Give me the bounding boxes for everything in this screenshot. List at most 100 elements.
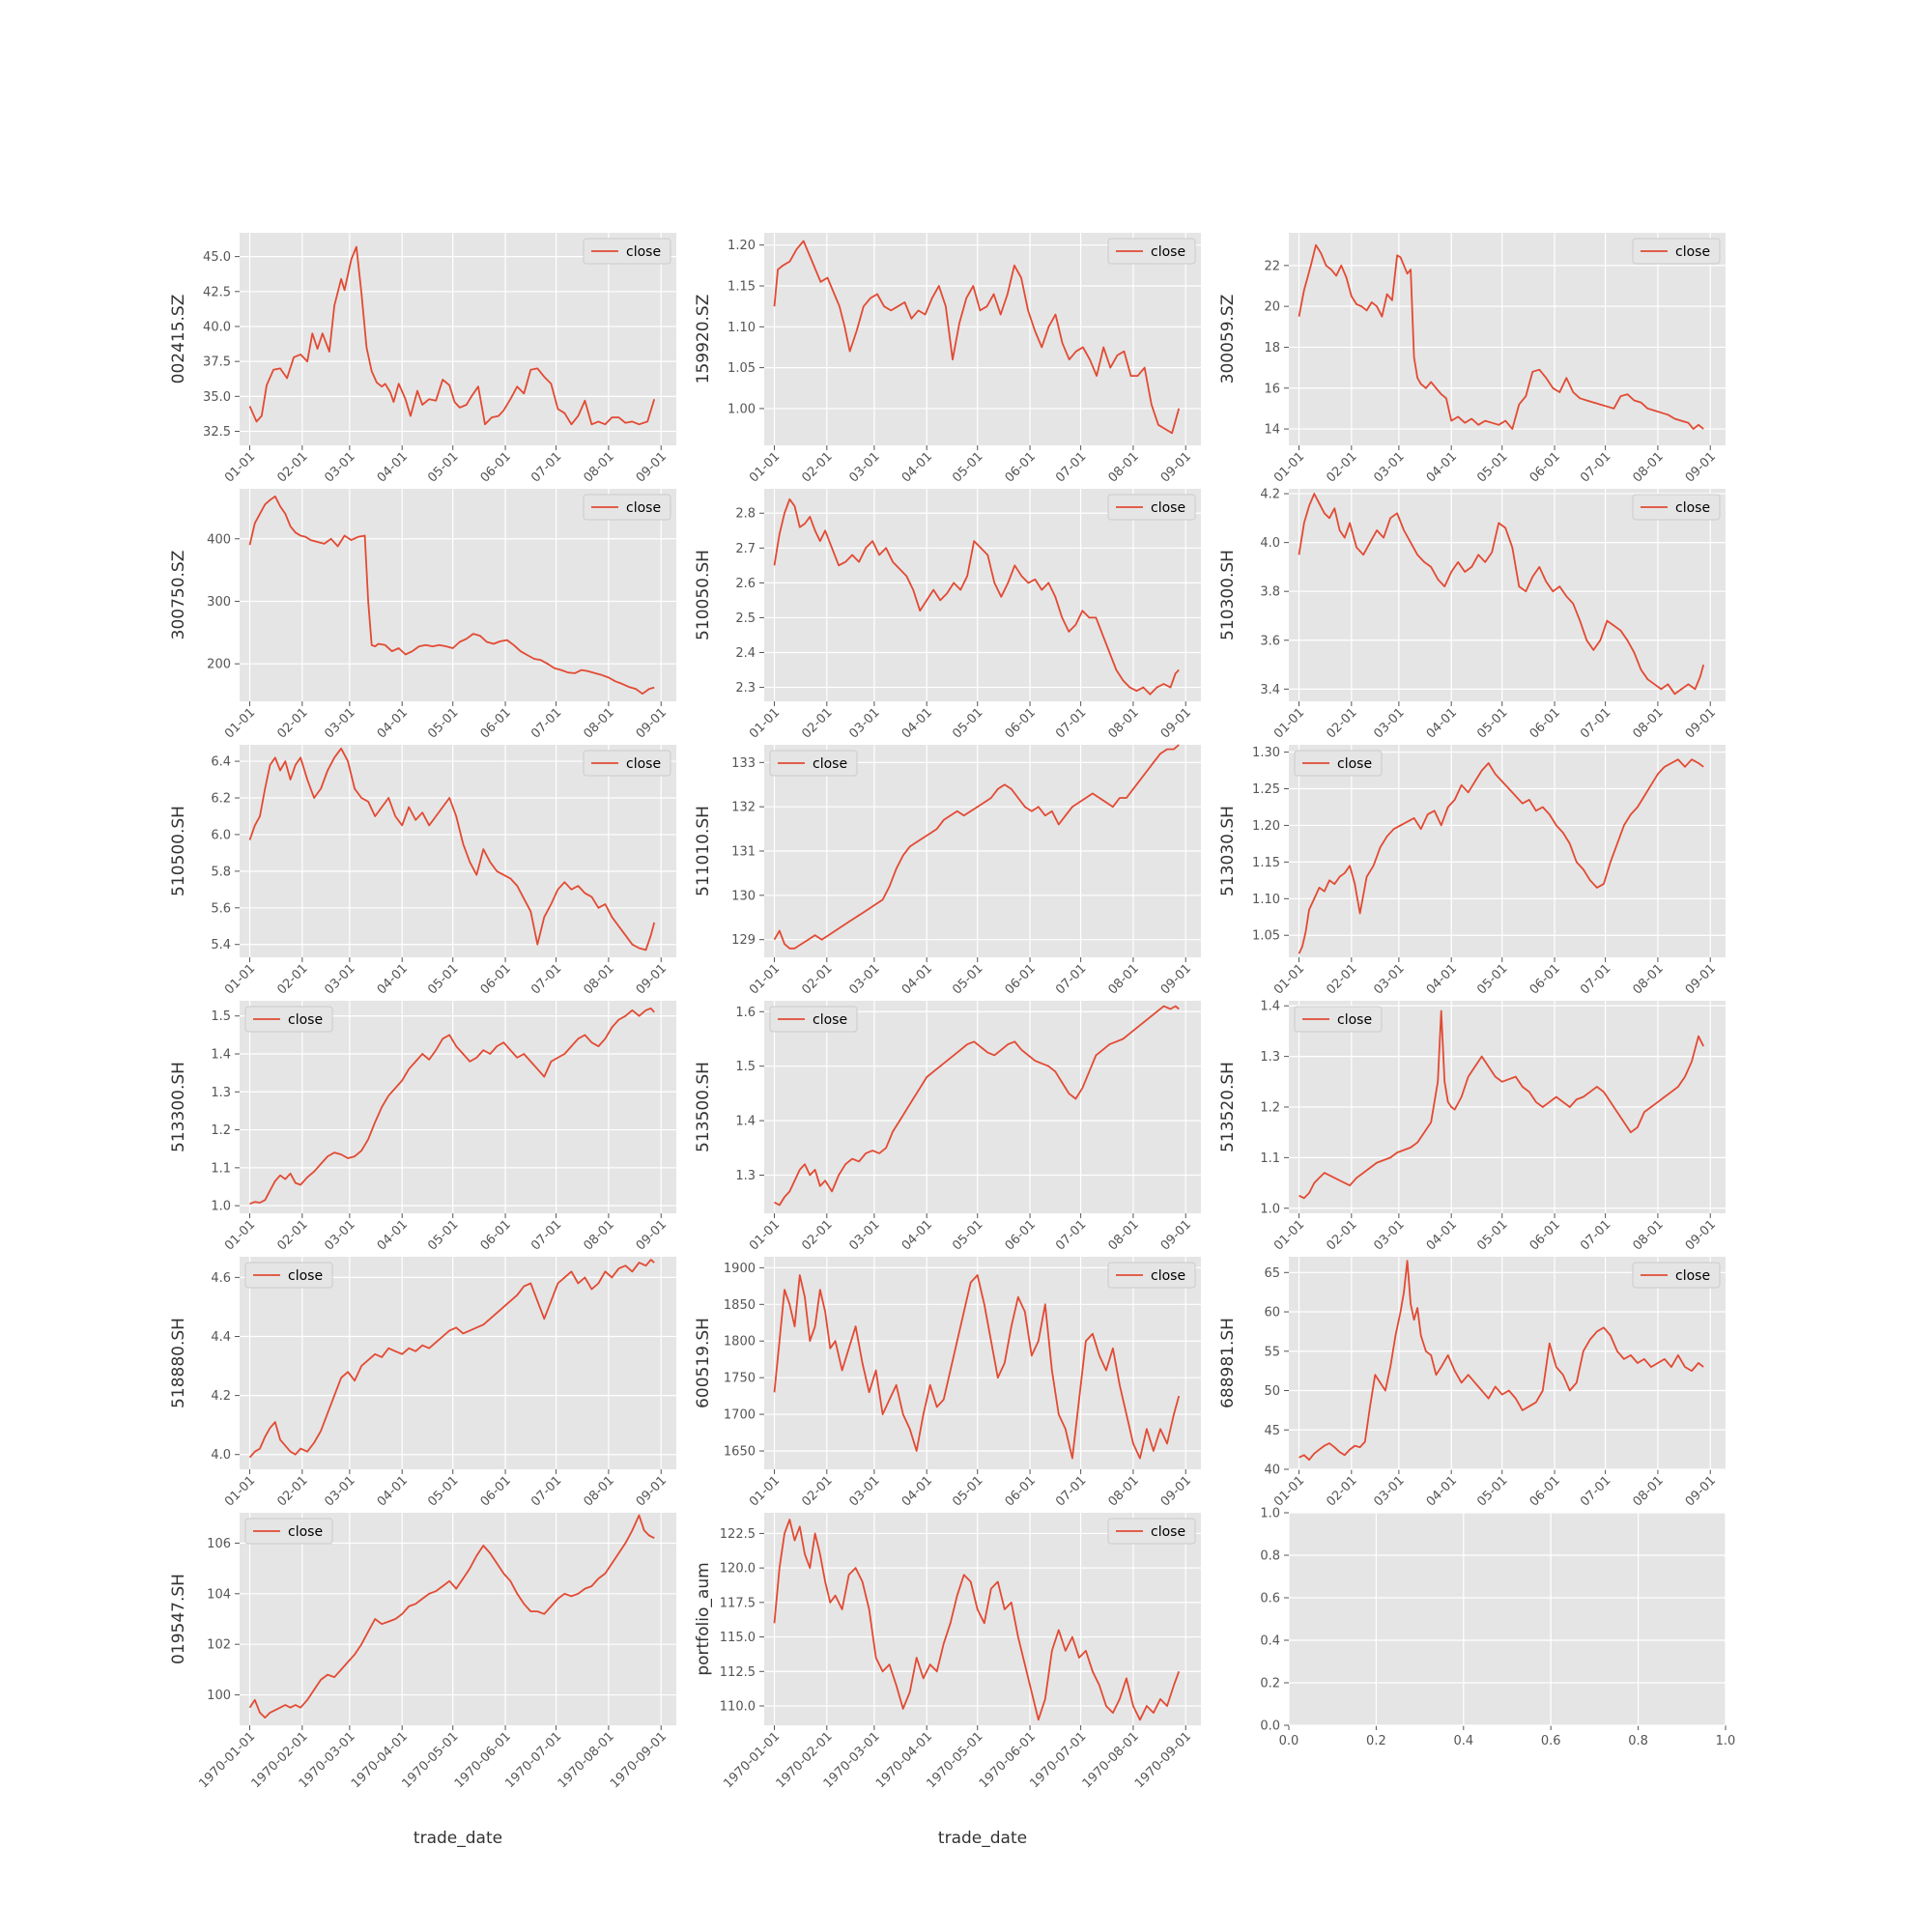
x-tick-label: 01-01	[747, 1473, 783, 1509]
y-axis-label: 019547.SH	[169, 1574, 188, 1664]
legend-box	[1632, 238, 1721, 265]
y-tick-label: 2.8	[735, 507, 756, 522]
x-tick-label: 01-01	[1271, 961, 1307, 997]
x-tick-label: 0.8	[1628, 1734, 1648, 1748]
x-tick-label: 08-01	[1105, 1217, 1141, 1253]
x-tick-label: 05-01	[1474, 1217, 1510, 1253]
x-tick-label: 03-01	[846, 1473, 882, 1509]
x-tick-label: 0.6	[1541, 1734, 1561, 1748]
x-tick-label: 03-01	[846, 1217, 882, 1253]
legend-label: close	[1675, 500, 1710, 516]
axes-background	[240, 489, 676, 701]
legend-label: close	[288, 1268, 323, 1284]
y-tick-label: 130	[731, 889, 756, 903]
x-tick-label: 05-01	[425, 705, 461, 741]
y-tick-label: 40.0	[203, 320, 231, 334]
legend-label: close	[1675, 1268, 1710, 1284]
y-tick-label: 3.6	[1260, 634, 1280, 648]
subplot-3: 01-01 02-01 03-01 04-01 05-01 06-01 07-01 08-01…	[1218, 233, 1726, 486]
series-line-close	[248, 495, 655, 696]
y-tick-label: 2.3	[735, 681, 756, 696]
x-tick-label: 08-01	[1105, 449, 1141, 485]
y-tick-label: 2.6	[735, 577, 756, 591]
x-tick-label: 08-01	[1630, 961, 1666, 997]
y-axis-label: portfolio_aum	[694, 1562, 713, 1675]
y-axis-label: 159920.SZ	[694, 295, 713, 384]
x-tick-label: 08-01	[1630, 449, 1666, 485]
y-tick-label: 60	[1264, 1306, 1280, 1321]
subplot-11: 01-01 02-01 03-01 04-01 05-01 06-01 07-01 08-01…	[694, 1001, 1201, 1254]
x-tick-label: 05-01	[950, 1473, 985, 1509]
y-tick-label: 4.6	[211, 1271, 231, 1286]
x-tick-label: 03-01	[322, 705, 357, 741]
x-tick-label: 04-01	[375, 1217, 411, 1253]
x-tick-label: 02-01	[274, 961, 310, 997]
y-tick-label: 42.5	[203, 285, 231, 299]
x-tick-label: 06-01	[1527, 449, 1563, 485]
y-tick-label: 1.5	[735, 1060, 756, 1074]
axes-background	[240, 233, 676, 445]
x-tick-label: 06-01	[1003, 449, 1039, 485]
legend-box	[1632, 1262, 1721, 1289]
x-tick-label: 06-01	[478, 449, 514, 485]
x-tick-label: 02-01	[274, 1473, 310, 1509]
axes-background	[764, 489, 1201, 701]
legend-label: close	[813, 1012, 847, 1028]
series-line-close	[1298, 243, 1704, 431]
series-line-close	[774, 1005, 1180, 1207]
legend-label: close	[626, 500, 661, 516]
x-tick-label: 01-01	[222, 449, 258, 485]
axes-background	[240, 745, 676, 957]
series-line-close	[1298, 758, 1704, 954]
x-tick-label: 05-01	[950, 1217, 985, 1253]
y-axis-label: 688981.SH	[1218, 1318, 1238, 1408]
y-tick-label: 5.6	[211, 901, 231, 916]
y-tick-label: 117.5	[720, 1596, 756, 1610]
x-tick-label: 01-01	[222, 1473, 258, 1509]
y-tick-label: 1.0	[1260, 1507, 1280, 1521]
x-tick-label: 09-01	[1158, 449, 1194, 485]
legend-box	[1107, 1262, 1196, 1289]
legend: close	[1294, 1006, 1383, 1033]
y-tick-label: 1800	[724, 1335, 756, 1350]
axes-background	[240, 1001, 676, 1213]
subplot-5: 01-01 02-01 03-01 04-01 05-01 06-01 07-01 08-01…	[694, 489, 1201, 742]
y-tick-label: 4.0	[211, 1448, 231, 1463]
y-tick-label: 1.0	[211, 1200, 231, 1214]
y-tick-label: 35.0	[203, 390, 231, 405]
x-tick-label: 08-01	[1105, 961, 1141, 997]
legend-box	[1107, 494, 1196, 521]
x-tick-label: 03-01	[1371, 1473, 1407, 1509]
axes-background	[1289, 233, 1726, 445]
x-tick-label: 06-01	[478, 705, 514, 741]
legend: close	[583, 750, 671, 777]
axes-background	[1289, 1513, 1726, 1725]
y-tick-label: 6.2	[211, 792, 231, 807]
x-tick-label: 09-01	[1683, 961, 1719, 997]
y-tick-label: 1.20	[1252, 819, 1280, 834]
x-tick-label: 06-01	[1527, 1217, 1563, 1253]
y-tick-label: 1.15	[1252, 856, 1280, 870]
x-tick-label: 09-01	[1683, 1473, 1719, 1509]
x-tick-label: 06-01	[478, 1473, 514, 1509]
x-tick-label: 04-01	[1424, 705, 1460, 741]
legend: close	[769, 750, 858, 777]
x-axis-label: trade_date	[414, 1829, 502, 1848]
x-tick-label: 05-01	[950, 961, 985, 997]
y-tick-label: 6.4	[211, 755, 231, 770]
series-line-close	[248, 1259, 655, 1459]
y-tick-label: 120.0	[720, 1562, 756, 1577]
y-tick-label: 32.5	[203, 425, 231, 440]
x-tick-label: 02-01	[1324, 1217, 1359, 1253]
y-tick-label: 1.3	[1260, 1050, 1280, 1065]
x-tick-label: 02-01	[799, 705, 835, 741]
x-tick-label: 01-01	[222, 1217, 258, 1253]
y-axis-label: 002415.SZ	[169, 295, 188, 384]
x-tick-label: 08-01	[581, 705, 616, 741]
legend: close	[1632, 238, 1721, 265]
x-tick-label: 07-01	[1578, 705, 1613, 741]
subplot-18: 0.0 0.2 0.4 0.6 0.8 1.0 0.0 0.2 0.4 0.6 0.8 1.0	[1260, 1507, 1735, 1749]
x-tick-label: 03-01	[1371, 1217, 1407, 1253]
x-tick-label: 04-01	[375, 449, 411, 485]
x-tick-label: 02-01	[799, 449, 835, 485]
